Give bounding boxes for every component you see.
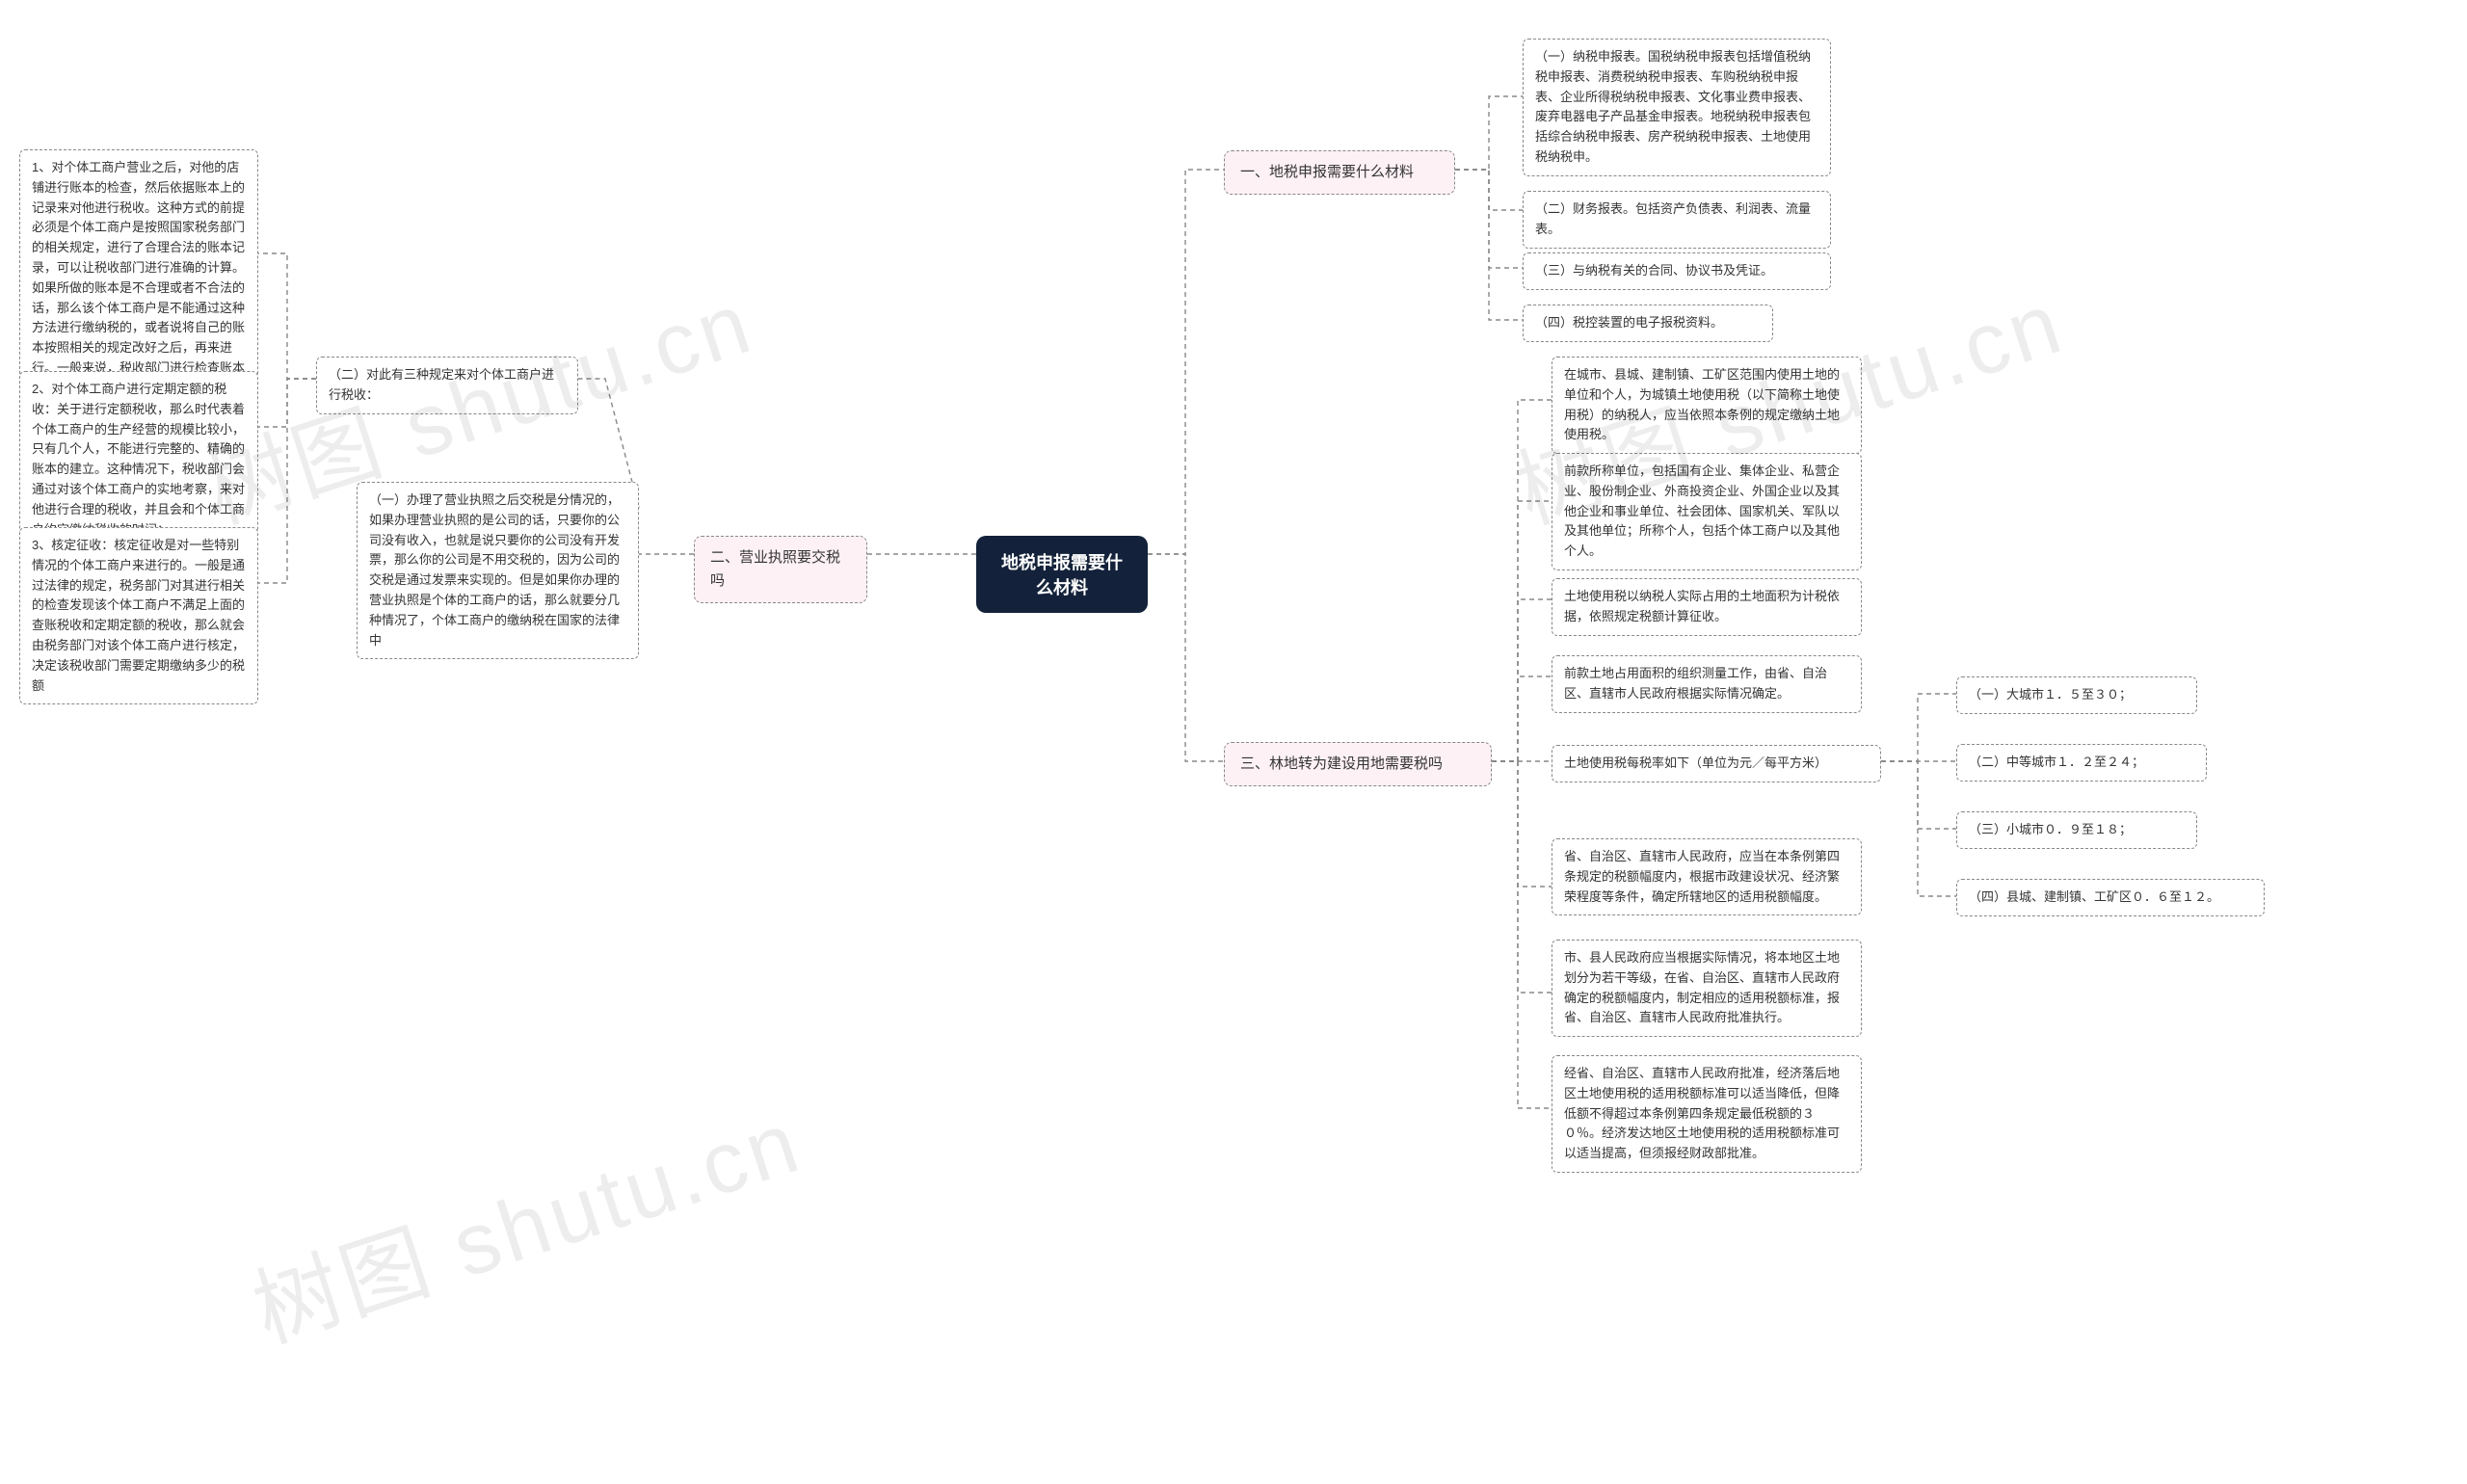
node-b3c7: 市、县人民政府应当根据实际情况，将本地区土地划分为若干等级，在省、自治区、直辖市… xyxy=(1552,940,1862,1037)
node-b2c2c: 3、核定征收：核定征收是对一些特别情况的个体工商户来进行的。一般是通过法律的规定… xyxy=(19,527,258,704)
node-b3c5a: （一）大城市１．５至３０； xyxy=(1956,676,2197,714)
node-b1c1: （一）纳税申报表。国税纳税申报表包括增值税纳税申报表、消费税纳税申报表、车购税纳… xyxy=(1523,39,1831,176)
node-b3c2: 前款所称单位，包括国有企业、集体企业、私营企业、股份制企业、外商投资企业、外国企… xyxy=(1552,453,1862,570)
node-b3c8: 经省、自治区、直辖市人民政府批准，经济落后地区土地使用税的适用税额标准可以适当降… xyxy=(1552,1055,1862,1173)
node-b3c3: 土地使用税以纳税人实际占用的土地面积为计税依据，依照规定税额计算征收。 xyxy=(1552,578,1862,636)
node-b2c1: （一）办理了营业执照之后交税是分情况的，如果办理营业执照的是公司的话，只要你的公… xyxy=(357,482,639,659)
node-b1c4: （四）税控装置的电子报税资料。 xyxy=(1523,305,1773,342)
node-b3c5d: （四）县城、建制镇、工矿区０．６至１２。 xyxy=(1956,879,2265,916)
node-b3c4: 前款土地占用面积的组织测量工作，由省、自治区、直辖市人民政府根据实际情况确定。 xyxy=(1552,655,1862,713)
node-b2c2: （二）对此有三种规定来对个体工商户进行税收： xyxy=(316,357,578,414)
node-b2c2b: 2、对个体工商户进行定期定额的税收：关于进行定额税收，那么时代表着个体工商户的生… xyxy=(19,371,258,548)
root-node: 地税申报需要什么材料 xyxy=(976,536,1148,613)
node-b3c5b: （二）中等城市１．２至２４； xyxy=(1956,744,2207,782)
node-b1c3: （三）与纳税有关的合同、协议书及凭证。 xyxy=(1523,252,1831,290)
diagram-canvas: { "watermarks": [ {"text": "树图 shutu.cn"… xyxy=(0,0,2467,1484)
watermark: 树图 shutu.cn xyxy=(235,1072,814,1366)
branch-1: 一、地税申报需要什么材料 xyxy=(1224,150,1455,195)
node-b1c2: （二）财务报表。包括资产负债表、利润表、流量表。 xyxy=(1523,191,1831,249)
node-b3c6: 省、自治区、直辖市人民政府，应当在本条例第四条规定的税额幅度内，根据市政建设状况… xyxy=(1552,838,1862,915)
node-b3c1: 在城市、县城、建制镇、工矿区范围内使用土地的单位和个人，为城镇土地使用税（以下简… xyxy=(1552,357,1862,454)
branch-2: 二、营业执照要交税吗 xyxy=(694,536,867,603)
node-b3c5c: （三）小城市０．９至１８； xyxy=(1956,811,2197,849)
branch-3: 三、林地转为建设用地需要税吗 xyxy=(1224,742,1492,786)
node-b3c5: 土地使用税每税率如下（单位为元／每平方米） xyxy=(1552,745,1881,782)
